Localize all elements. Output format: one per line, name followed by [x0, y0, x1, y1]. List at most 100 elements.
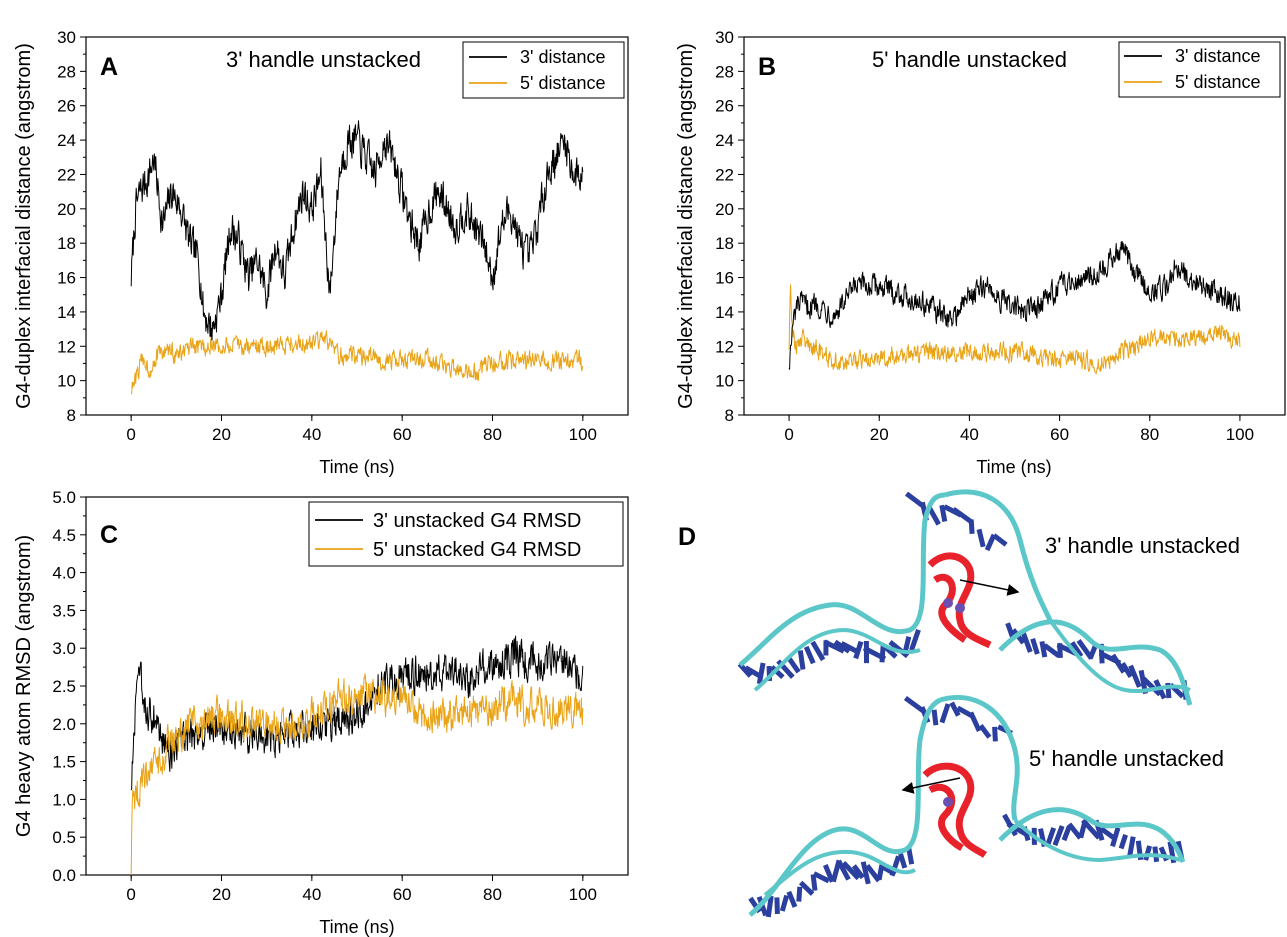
- dna-base-rung: [841, 860, 861, 881]
- panel-c-y-tick-label-2: 1.0: [52, 790, 76, 809]
- structure-top-rungs: [737, 491, 1189, 700]
- panel-b-legend-label-1: 3' distance: [1175, 46, 1261, 66]
- dna-base-rung: [812, 871, 830, 884]
- panel-c-y-tick-label-7: 3.5: [52, 601, 76, 620]
- panel-d-top-label: 3' handle unstacked: [1045, 533, 1240, 558]
- panel-c-y-tick-label-10: 5.0: [52, 488, 76, 507]
- dna-base-rung: [879, 644, 886, 663]
- structure-bottom-ion-1: [943, 797, 953, 807]
- panel-a-annotation: 3' handle unstacked: [226, 47, 421, 72]
- panel-c-y-tick-label-1: 0.5: [52, 828, 76, 847]
- dna-base-rung: [898, 853, 908, 869]
- dna-base-rung: [786, 656, 801, 674]
- dna-base-rung: [1110, 653, 1126, 674]
- structure-top-ion-2: [955, 603, 965, 613]
- panel-b-x-tick-label-2: 40: [960, 425, 979, 444]
- dna-base-rung: [1052, 825, 1065, 847]
- panel-a-y-tick-label-11: 30: [57, 28, 76, 47]
- panel-b-legend-box: [1118, 41, 1281, 98]
- dna-base-rung: [1143, 845, 1153, 861]
- dna-base-rung: [779, 894, 790, 912]
- dna-base-rung: [968, 519, 975, 534]
- panel-a-y-tick-label-0: 8: [67, 406, 76, 425]
- panel-a-y-tick-label-6: 20: [57, 200, 76, 219]
- panel-c-y-tick-label-6: 3.0: [52, 639, 76, 658]
- structure-bottom-g4-quadruplex: [922, 762, 988, 858]
- panel-a-chart: 0 20 40 60 80 100 8 10 12 14 16 18 20 22 24 26 28 30 A 3'…: [13, 28, 629, 477]
- panel-b-y-tick-label-6: 20: [715, 200, 734, 219]
- dna-base-rung: [796, 886, 803, 902]
- dna-base-rung: [836, 859, 851, 881]
- panel-b-y-axis-label: G4-duplex interfacial distance (angstrom…: [675, 43, 697, 409]
- dna-base-rung: [1120, 661, 1133, 679]
- structure-bottom-backbone-right: [998, 807, 1186, 863]
- panel-a-y-tick-label-7: 22: [57, 165, 76, 184]
- panel-c-x-tick-label-4: 80: [483, 885, 502, 904]
- panel-a-legend-label-1: 3' distance: [520, 47, 606, 67]
- dna-base-rung: [1081, 818, 1101, 840]
- dna-base-rung: [909, 628, 921, 652]
- structure-bottom-backbone-right-2: [1013, 818, 1181, 863]
- panel-d-letter: D: [678, 523, 696, 551]
- dna-base-rung: [822, 864, 835, 883]
- dna-base-rung: [851, 864, 865, 880]
- dna-base-rung: [992, 533, 1008, 547]
- dna-base-rung: [1039, 640, 1048, 658]
- panel-d-illustration: D 3' handle unstacked 5' handle unstacke…: [678, 489, 1240, 918]
- panel-c-chart: 0 20 40 60 80 100 0.0 0.5 1.0 1.5 2.0 2.5 3.0 3.5 4.0 4…: [13, 488, 629, 937]
- panel-a-y-tick-label-4: 16: [57, 269, 76, 288]
- dna-base-rung: [853, 640, 864, 660]
- panel-c-x-axis-label: Time (ns): [319, 917, 394, 937]
- panel-b-y-tick-label-11: 30: [715, 28, 734, 47]
- dna-base-rung: [1128, 664, 1142, 688]
- structure-bottom: [748, 694, 1186, 918]
- panel-c-x-tick-label-3: 60: [393, 885, 412, 904]
- panel-a-series-line-1: [130, 120, 584, 341]
- panel-c-legend: 3' unstacked G4 RMSD 5' unstacked G4 RMS…: [308, 501, 624, 567]
- panel-b-letter: B: [758, 53, 776, 81]
- panel-b-legend: 3' distance 5' distance: [1118, 41, 1281, 98]
- panel-b-y-tick-label-9: 26: [715, 97, 734, 116]
- panel-a-y-tick-label-3: 14: [57, 303, 76, 322]
- panel-c-y-tick-label-5: 2.5: [52, 677, 76, 696]
- dna-base-rung: [1020, 631, 1033, 653]
- panel-a-x-tick-label-1: 20: [212, 425, 231, 444]
- dna-base-rung: [765, 895, 774, 918]
- panel-a-y-axis-label: G4-duplex interfacial distance (angstrom…: [13, 43, 35, 409]
- dna-base-rung: [756, 662, 766, 685]
- panel-c-x-tick-label-5: 100: [569, 885, 597, 904]
- panel-a-x-tick-label-5: 100: [569, 425, 597, 444]
- panel-d-bottom-label: 5' handle unstacked: [1029, 746, 1224, 771]
- panel-c-y-tick-label-0: 0.0: [52, 866, 76, 885]
- dna-base-rung: [1005, 622, 1015, 638]
- panel-a-legend-label-2: 5' distance: [520, 73, 606, 93]
- dna-base-rung: [744, 665, 762, 679]
- structure-bottom-distance-arrow: [901, 777, 961, 794]
- structure-bottom-backbone-left-2: [763, 849, 916, 897]
- dna-base-rung: [939, 504, 948, 522]
- panel-c-legend-label-2: 5' unstacked G4 RMSD: [373, 539, 581, 561]
- panel-b-x-tick-label-0: 0: [784, 425, 793, 444]
- dna-base-rung: [860, 861, 871, 885]
- structure-top-backbone-left-2: [753, 627, 921, 692]
- dna-base-rung: [926, 505, 941, 526]
- panel-b-x-axis-label: Time (ns): [976, 457, 1051, 477]
- dna-base-rung: [976, 528, 986, 548]
- panel-b-legend-label-2: 5' distance: [1175, 72, 1261, 92]
- panel-b-y-tick-label-0: 8: [725, 406, 734, 425]
- structure-bottom-backbone-loop: [939, 694, 1020, 821]
- panel-b-chart: 0 20 40 60 80 100 8 10 12 14 16 18 20 22 24 26 28 30 B 5'…: [675, 28, 1286, 477]
- panel-b-annotation: 5' handle unstacked: [872, 47, 1067, 72]
- panel-a-x-tick-label-0: 0: [126, 425, 135, 444]
- dna-base-rung: [1110, 827, 1121, 848]
- structure-top-distance-arrow: [959, 579, 1020, 596]
- panel-a-y-tick-label-8: 24: [57, 131, 76, 150]
- panel-b-y-tick-label-5: 18: [715, 234, 734, 253]
- dna-base-rung: [951, 506, 973, 524]
- dna-base-rung: [810, 874, 818, 891]
- panel-c-y-tick-label-8: 4.0: [52, 564, 76, 583]
- structure-bottom-rungs: [748, 695, 1185, 918]
- structure-top-g4-quadruplex: [927, 552, 992, 649]
- panel-b-series-line-1: [788, 241, 1241, 370]
